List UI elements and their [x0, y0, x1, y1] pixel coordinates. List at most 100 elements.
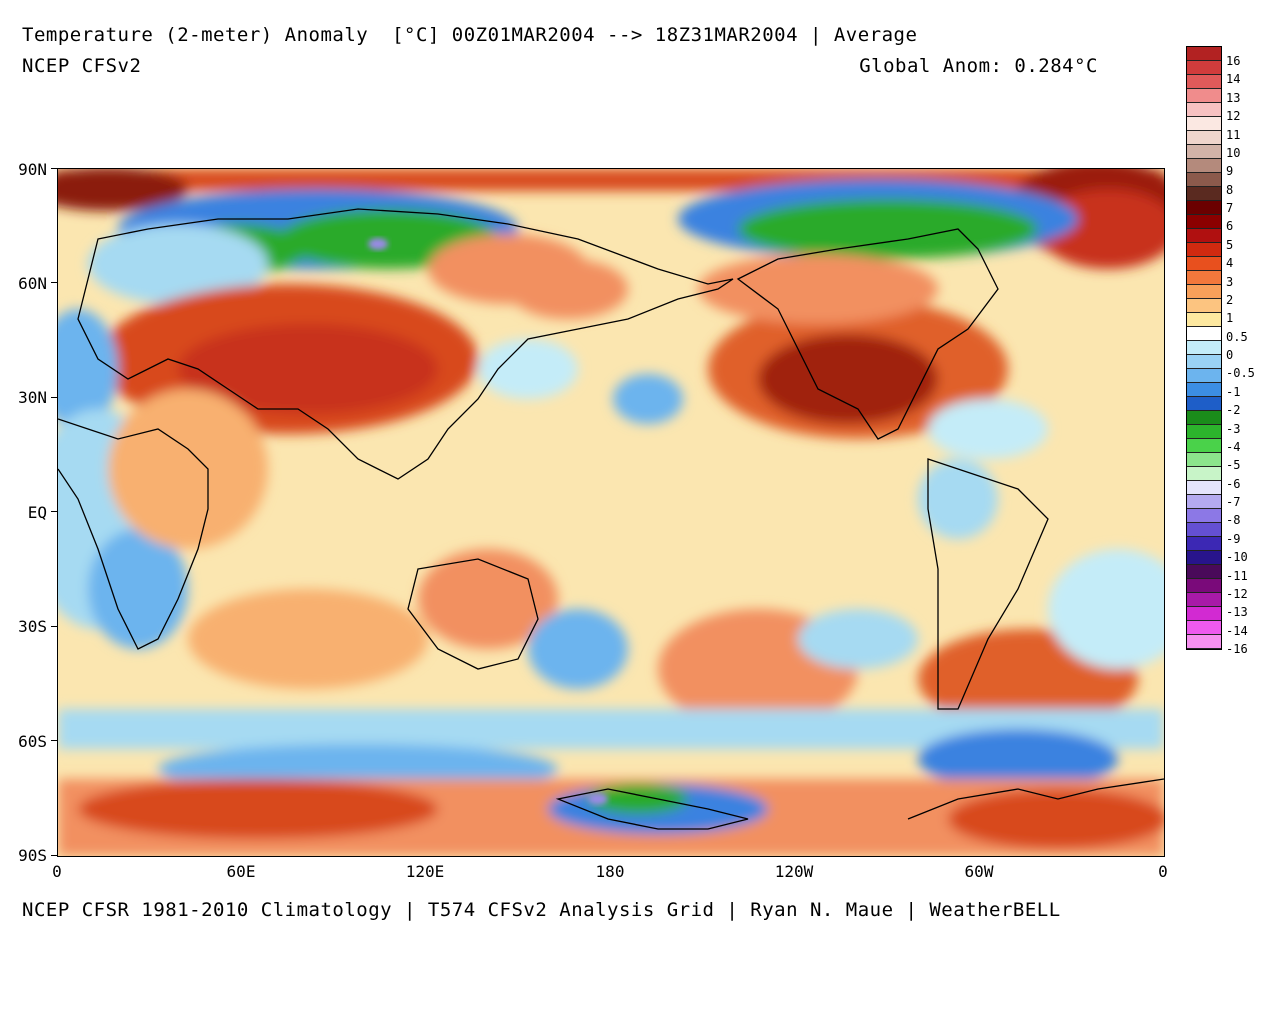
colorbar-label: 9	[1226, 164, 1234, 179]
lon-label-180: 180	[595, 862, 625, 881]
colorbar-label: 16	[1226, 54, 1241, 68]
lon-label-60e: 60E	[226, 862, 256, 881]
colorbar-swatch	[1187, 327, 1221, 341]
colorbar-label: 2	[1226, 292, 1234, 307]
colorbar-swatch	[1187, 439, 1221, 453]
colorbar-swatch	[1187, 271, 1221, 285]
lat-tick	[51, 282, 57, 283]
colorbar-label: -4	[1226, 439, 1241, 454]
colorbar-label: -10	[1226, 550, 1248, 565]
colorbar-label: 4	[1226, 256, 1234, 271]
lon-label-0-east: 0	[1158, 862, 1168, 881]
colorbar-swatch	[1187, 593, 1221, 607]
colorbar-label: -5	[1226, 458, 1241, 473]
colorbar-label: -12	[1226, 586, 1248, 601]
colorbar-swatch	[1187, 635, 1221, 649]
colorbar-swatch	[1187, 159, 1221, 173]
lat-label-90n: 90N	[18, 160, 47, 179]
lat-label-60n: 60N	[18, 274, 47, 293]
lon-label-120w: 120W	[774, 862, 814, 881]
colorbar-swatch	[1187, 89, 1221, 103]
colorbar-label: -1	[1226, 384, 1241, 399]
colorbar-swatch	[1187, 243, 1221, 257]
lon-label-120e: 120E	[405, 862, 445, 881]
colorbar-label: 0.5	[1226, 329, 1248, 344]
colorbar-label: -2	[1226, 403, 1241, 418]
colorbar-label: -13	[1226, 605, 1248, 620]
colorbar-swatch	[1187, 355, 1221, 369]
colorbar-label: 8	[1226, 182, 1234, 197]
colorbar-label: -8	[1226, 513, 1241, 528]
colorbar-swatch	[1187, 103, 1221, 117]
colorbar-swatch	[1187, 187, 1221, 201]
colorbar-swatch	[1187, 285, 1221, 299]
colorbar-swatch	[1187, 537, 1221, 551]
colorbar-label: 11	[1226, 127, 1241, 142]
colorbar-label: -11	[1226, 568, 1248, 583]
colorbar-label: 5	[1226, 237, 1234, 252]
colorbar-swatch	[1187, 397, 1221, 411]
colorbar-swatch	[1187, 201, 1221, 215]
global-anomaly: Global Anom: 0.284°C	[859, 55, 1098, 77]
model-name: NCEP CFSv2	[22, 55, 142, 77]
colorbar-label: 1	[1226, 311, 1234, 326]
colorbar-swatch	[1187, 75, 1221, 89]
colorbar-swatch	[1187, 495, 1221, 509]
colorbar-label: -0.5	[1226, 366, 1255, 381]
lat-label-90s: 90S	[18, 846, 47, 865]
colorbar-swatch	[1187, 313, 1221, 327]
cold-core	[368, 238, 388, 250]
footer-credits: NCEP CFSR 1981-2010 Climatology | T574 C…	[22, 899, 1061, 921]
lat-label-30n: 30N	[18, 388, 47, 407]
lat-tick	[51, 397, 57, 398]
colorbar-swatch	[1187, 453, 1221, 467]
lon-label-0: 0	[52, 862, 62, 881]
map-title: Temperature (2-meter) Anomaly [°C] 00Z01…	[22, 24, 918, 46]
colorbar-swatch	[1187, 47, 1221, 61]
colorbar-swatch	[1187, 117, 1221, 131]
colorbar-label: -9	[1226, 531, 1241, 546]
colorbar-label: 0	[1226, 348, 1234, 362]
colorbar-swatch	[1187, 481, 1221, 495]
colorbar-label: -6	[1226, 476, 1241, 491]
anomaly-field	[58, 169, 1164, 856]
colorbar-swatch	[1187, 61, 1221, 75]
colorbar-label: 12	[1226, 109, 1241, 124]
lat-tick	[51, 740, 57, 741]
colorbar-label: 14	[1226, 72, 1241, 87]
colorbar-label: -16	[1226, 642, 1248, 656]
colorbar-swatch	[1187, 509, 1221, 523]
colorbar-label: 6	[1226, 219, 1234, 234]
coastlines	[58, 208, 1164, 830]
colorbar-swatch	[1187, 341, 1221, 355]
colorbar-swatch	[1187, 467, 1221, 481]
lat-label-60s: 60S	[18, 732, 47, 751]
colorbar-swatch	[1187, 607, 1221, 621]
colorbar-swatch	[1187, 565, 1221, 579]
lat-label-eq: EQ	[27, 503, 47, 522]
colorbar-label: 13	[1226, 90, 1241, 105]
colorbar-swatch	[1187, 551, 1221, 565]
lat-tick	[51, 511, 57, 512]
colorbar-label: -14	[1226, 623, 1248, 638]
colorbar-swatch	[1187, 621, 1221, 635]
colorbar-label: -7	[1226, 495, 1241, 509]
lat-tick	[51, 855, 57, 856]
colorbar-swatch	[1187, 229, 1221, 243]
colorbar-swatch	[1187, 173, 1221, 187]
lat-tick	[51, 168, 57, 169]
colorbar-swatch	[1187, 411, 1221, 425]
colorbar-swatch	[1187, 299, 1221, 313]
colorbar-swatch	[1187, 145, 1221, 159]
cold-core	[588, 793, 608, 805]
colorbar-swatch	[1187, 131, 1221, 145]
colorbar-swatch	[1187, 579, 1221, 593]
colorbar-swatch	[1187, 257, 1221, 271]
colorbar-swatch	[1187, 383, 1221, 397]
colorbar	[1186, 46, 1222, 650]
lat-label-30s: 30S	[18, 617, 47, 636]
anomaly-map	[57, 168, 1165, 857]
colorbar-label: 3	[1226, 274, 1234, 289]
lat-tick	[51, 626, 57, 627]
anomaly-blobs	[58, 169, 1164, 856]
